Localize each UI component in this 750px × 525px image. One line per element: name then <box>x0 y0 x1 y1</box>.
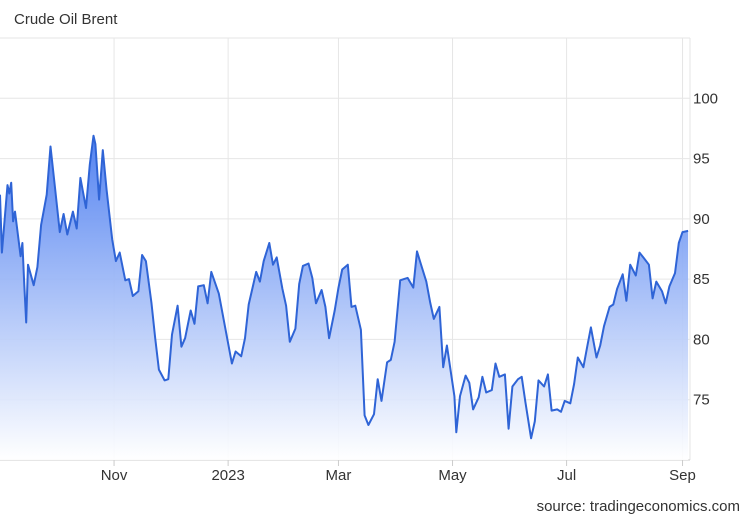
series-line <box>0 134 689 440</box>
x-tick-label: Sep <box>669 467 696 484</box>
y-tick-label: 85 <box>693 271 710 288</box>
y-tick-label: 100 <box>693 90 718 107</box>
chart-title: Crude Oil Brent <box>14 11 118 28</box>
axis-labels: 75 80 85 90 95 100 Nov 2023 Mar May Jul Sep <box>101 90 718 484</box>
y-tick-label: 95 <box>693 151 710 168</box>
y-tick-label: 75 <box>693 392 710 409</box>
x-tick-label: 2023 <box>211 467 244 484</box>
x-tick-label: May <box>438 467 467 484</box>
source-label: source: tradingeconomics.com <box>536 498 740 515</box>
x-tick-label: Jul <box>557 467 576 484</box>
x-tick-label: Mar <box>326 467 352 484</box>
series-area-fill <box>0 135 689 460</box>
y-tick-label: 90 <box>693 211 710 228</box>
area-layer <box>0 134 689 460</box>
y-tick-label: 80 <box>693 331 710 348</box>
x-tick-label: Nov <box>101 467 128 484</box>
